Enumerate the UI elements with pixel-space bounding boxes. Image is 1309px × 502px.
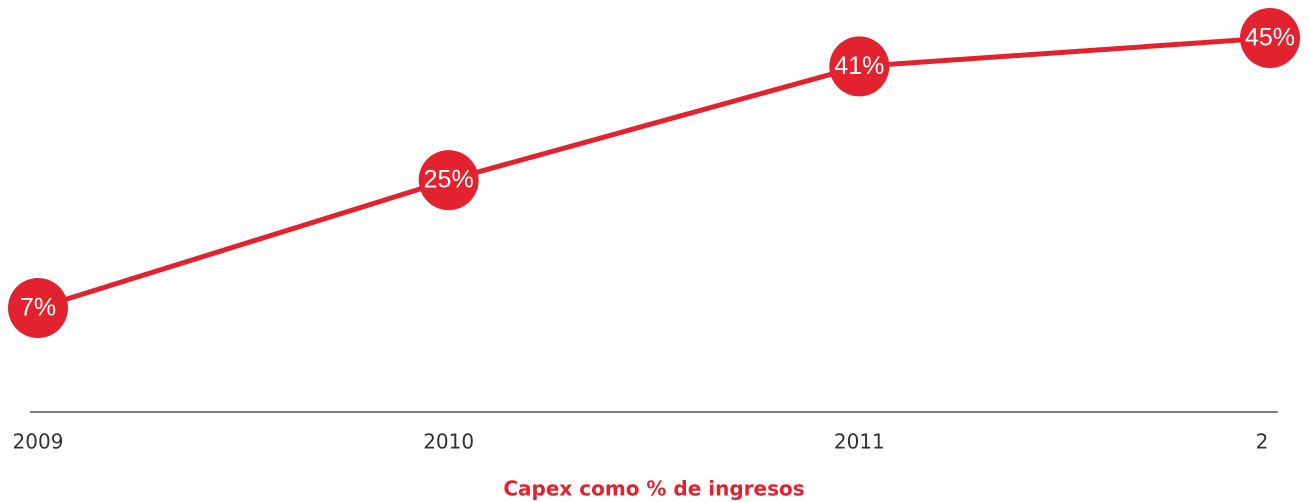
value-label: 41%	[834, 52, 884, 80]
x-tick-label: 2009	[13, 430, 64, 454]
x-tick-label: 2010	[423, 430, 474, 454]
value-label: 7%	[20, 294, 56, 322]
x-tick-label: 2011	[834, 430, 885, 454]
point	[8, 278, 68, 338]
x-tick-label: 2	[1256, 430, 1269, 454]
point	[418, 150, 479, 211]
value-label: 45%	[1245, 24, 1295, 52]
value-label: 25%	[424, 166, 474, 194]
point	[829, 36, 890, 97]
point	[1240, 8, 1300, 68]
line	[37, 35, 1271, 311]
chart-title: Capex como % de ingresos	[503, 477, 804, 501]
